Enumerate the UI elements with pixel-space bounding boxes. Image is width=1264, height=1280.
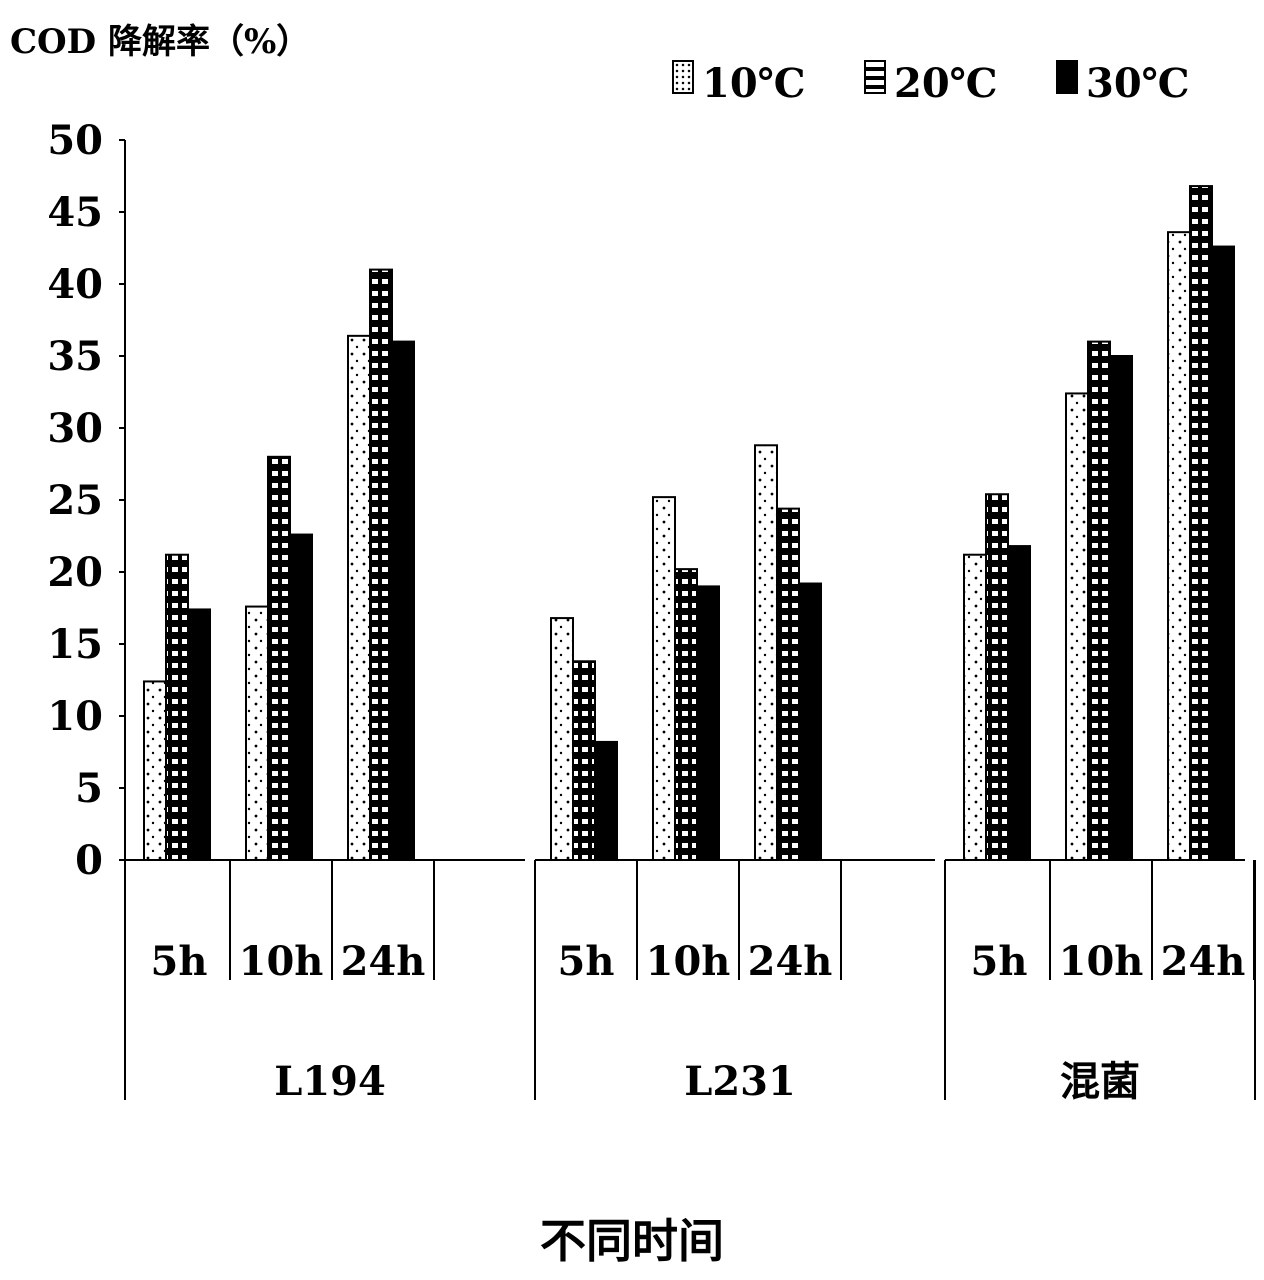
bar-30℃-混菌-10h: [1109, 355, 1133, 861]
bars: [143, 185, 1235, 862]
bar-30℃-L194-10h: [289, 533, 313, 861]
bar-30℃-L231-5h: [594, 740, 618, 861]
y-tick-label: 25: [47, 477, 103, 524]
bar-20℃-L194-10h: [267, 455, 291, 861]
group-label: L194: [274, 1058, 386, 1105]
y-tick-label: 0: [75, 837, 103, 884]
bar-10℃-混菌-24h: [1167, 231, 1191, 862]
category-label: 24h: [341, 938, 426, 985]
bar-20℃-L194-5h: [165, 553, 189, 861]
y-tick-label: 10: [47, 693, 103, 740]
bar-30℃-混菌-24h: [1211, 245, 1235, 861]
category-label: 24h: [1161, 938, 1246, 985]
solid-swatch-icon: [1056, 60, 1078, 94]
category-label: 10h: [239, 938, 324, 985]
y-tick-label: 15: [47, 621, 103, 668]
legend: 10℃ 20℃ 30℃: [672, 52, 1232, 112]
bar-20℃-混菌-24h: [1189, 185, 1213, 861]
group-label: 混菌: [1060, 1058, 1140, 1105]
bar-30℃-L231-10h: [696, 585, 720, 862]
bar-10℃-L231-10h: [652, 496, 676, 861]
bar-20℃-L231-10h: [674, 568, 698, 861]
y-tick-label: 20: [47, 549, 103, 596]
bar-10℃-混菌-10h: [1065, 392, 1089, 861]
dotted-swatch-icon: [672, 60, 694, 94]
y-tick-label: 30: [47, 405, 103, 452]
legend-label-30c: 30℃: [1086, 60, 1190, 107]
y-axis-title: COD 降解率（%）: [10, 22, 311, 62]
bar-20℃-混菌-5h: [985, 493, 1009, 861]
bar-20℃-L231-5h: [572, 660, 596, 862]
y-tick-label: 45: [47, 189, 103, 236]
y-tick-label: 5: [75, 765, 103, 812]
y-tick-label: 40: [47, 261, 103, 308]
axis-labels: 0 5 10 15 20 25 30 35 40 45 50 5h 10h 24h L194 5h 10h 24h…: [47, 117, 1245, 1105]
bar-20℃-混菌-10h: [1087, 340, 1111, 862]
bar-30℃-L194-5h: [187, 608, 211, 861]
category-label: 10h: [646, 938, 731, 985]
bar-30℃-L194-24h: [391, 340, 415, 862]
bar-10℃-混菌-5h: [963, 553, 987, 861]
legend-label-20c: 20℃: [894, 60, 998, 107]
bar-10℃-L194-24h: [347, 334, 371, 861]
legend-label-10c: 10℃: [702, 60, 806, 107]
bar-20℃-L231-24h: [776, 507, 800, 861]
bar-10℃-L231-5h: [550, 617, 574, 862]
bar-20℃-L194-24h: [369, 268, 393, 862]
bar-10℃-L194-10h: [245, 605, 269, 861]
category-label: 5h: [558, 938, 615, 985]
group-label: L231: [684, 1058, 796, 1105]
bar-30℃-混菌-5h: [1007, 545, 1031, 862]
x-axis-title: 不同时间: [540, 1214, 724, 1268]
bar-30℃-L231-24h: [798, 582, 822, 862]
bar-10℃-L231-24h: [754, 444, 778, 861]
category-label: 24h: [748, 938, 833, 985]
y-tick-label: 35: [47, 333, 103, 380]
bar-10℃-L194-5h: [143, 680, 167, 861]
category-label: 10h: [1059, 938, 1144, 985]
y-tick-label: 50: [47, 117, 103, 164]
category-label: 5h: [971, 938, 1028, 985]
striped-swatch-icon: [864, 60, 886, 94]
category-label: 5h: [151, 938, 208, 985]
